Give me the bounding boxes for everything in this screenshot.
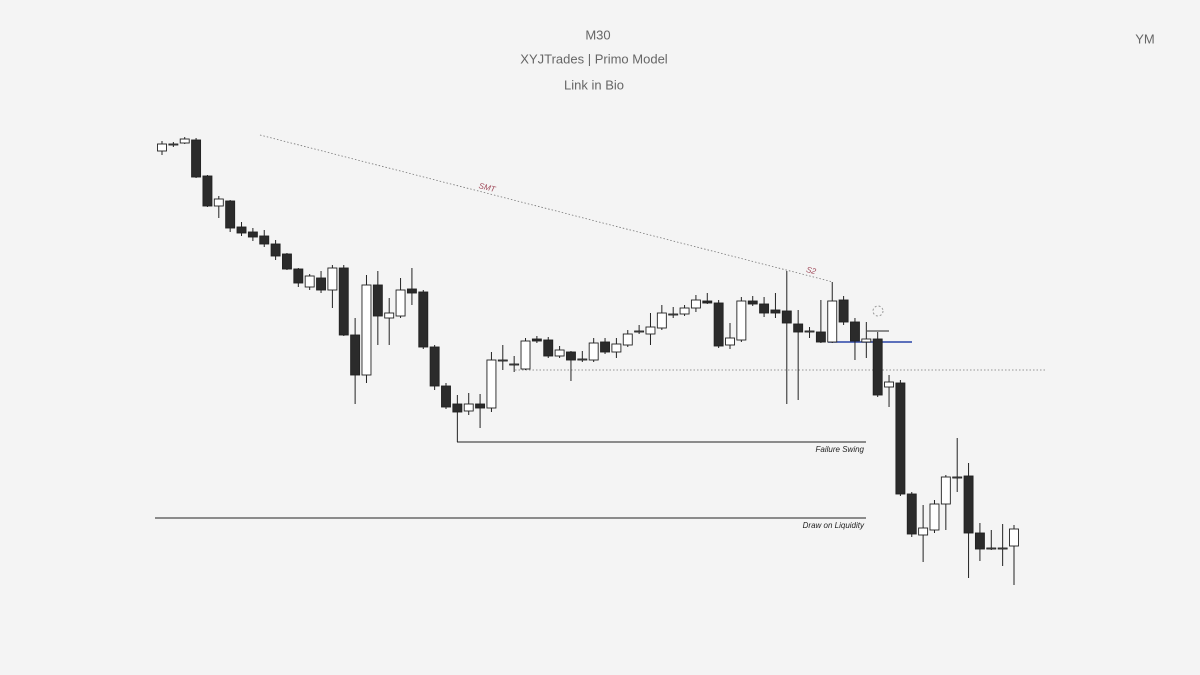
candle-body xyxy=(475,403,486,409)
candle-body xyxy=(793,323,804,333)
candle-body xyxy=(861,338,872,343)
candle-body xyxy=(838,299,849,323)
candle-body xyxy=(850,321,860,342)
candle-body xyxy=(293,268,304,284)
candle-body xyxy=(963,475,974,534)
candle-body xyxy=(213,198,224,207)
candle-body xyxy=(225,200,236,229)
candle-body xyxy=(509,363,520,366)
candle-body xyxy=(759,303,770,314)
candle-body xyxy=(588,342,599,361)
chart-subtitle: Link in Bio xyxy=(564,77,624,92)
candle-body xyxy=(395,289,406,317)
s2-label: S2 xyxy=(805,265,817,276)
candle-body xyxy=(406,288,417,294)
candle-body xyxy=(441,385,451,408)
candle-body xyxy=(600,341,610,353)
candle-body xyxy=(611,343,622,353)
candle-body xyxy=(952,476,963,479)
candle-body xyxy=(168,143,179,146)
candle-body xyxy=(191,139,202,178)
candle-body xyxy=(702,300,713,304)
candle-body xyxy=(1009,528,1019,547)
candle-body xyxy=(350,334,361,376)
candle-body xyxy=(429,346,440,387)
candle-body xyxy=(247,231,258,238)
failure-swing-label: Failure Swing xyxy=(816,445,865,454)
draw-on-liquidity-label: Draw on Liquidity xyxy=(803,521,865,530)
candle-body xyxy=(486,359,497,409)
candle-body xyxy=(872,338,883,396)
candle-body xyxy=(179,138,190,144)
candle-body xyxy=(577,358,588,361)
candle-body xyxy=(656,312,667,329)
candle-body xyxy=(372,284,383,317)
candle-body xyxy=(918,527,929,536)
candle-body xyxy=(259,235,270,245)
candle-body xyxy=(361,284,372,376)
candle-body xyxy=(884,381,894,388)
timeframe: M30 xyxy=(585,27,610,42)
candle-body xyxy=(157,143,167,152)
candle-body xyxy=(520,340,531,370)
marker-circle xyxy=(872,305,884,317)
candle-body xyxy=(497,359,508,362)
candle-body xyxy=(270,243,281,257)
candle-body xyxy=(940,476,951,505)
candle-body xyxy=(327,267,338,291)
chart-title: XYJTrades | Primo Model xyxy=(520,51,667,66)
candle-body xyxy=(986,547,997,550)
candle-body xyxy=(338,267,349,336)
candle-body xyxy=(781,310,792,324)
candle-body xyxy=(804,330,815,333)
candle-body xyxy=(554,349,565,357)
candle-body xyxy=(974,532,985,550)
candle-body xyxy=(929,503,940,531)
candle-body xyxy=(384,312,395,319)
candle-body xyxy=(316,277,326,291)
candle-body xyxy=(543,339,554,357)
candle-body xyxy=(725,337,735,346)
candle-body xyxy=(815,331,826,343)
candle-body xyxy=(236,226,247,234)
candle-body xyxy=(202,175,213,207)
smt-line xyxy=(259,134,834,283)
candle-body xyxy=(668,313,679,316)
candle-body xyxy=(566,351,576,361)
candle-body xyxy=(736,300,747,341)
candle-body xyxy=(906,493,917,535)
candle-body xyxy=(531,338,542,342)
candle-body xyxy=(997,547,1008,550)
candle-body xyxy=(747,300,758,305)
candle-body xyxy=(713,302,724,347)
candle-body xyxy=(679,307,690,315)
candle-body xyxy=(634,330,645,333)
candle-body xyxy=(463,403,474,412)
candle-body xyxy=(827,300,838,343)
candle-body xyxy=(770,309,781,314)
candle-body xyxy=(418,291,429,348)
candle-body xyxy=(895,382,906,495)
candle-body xyxy=(645,326,656,335)
symbol: YM xyxy=(1135,31,1155,46)
candle-body xyxy=(690,299,701,309)
candle-body xyxy=(282,253,292,270)
candle-body xyxy=(304,275,315,288)
candle-body xyxy=(622,333,633,346)
smt-label: SMT xyxy=(478,181,498,194)
candle-body xyxy=(452,403,463,413)
